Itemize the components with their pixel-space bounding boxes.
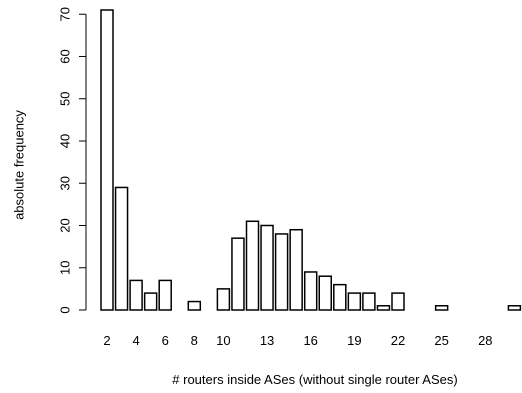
bar-14: [274, 233, 289, 311]
bar-10: [216, 288, 231, 311]
bar-20: [362, 292, 376, 311]
x-tick-label-19: 19: [347, 333, 361, 348]
bar-11: [231, 237, 245, 311]
bar-21: [376, 305, 391, 311]
y-tick-label-60: 60: [57, 49, 72, 63]
bar-5: [143, 292, 158, 311]
bar-13: [260, 224, 274, 311]
y-tick-label-10: 10: [57, 261, 72, 275]
bar-18: [333, 283, 347, 311]
x-tick-label-16: 16: [303, 333, 317, 348]
x-tick-label-2: 2: [103, 333, 110, 348]
y-axis: 0 10 20 30 40 50 60 70: [57, 7, 87, 314]
x-tick-label-10: 10: [216, 333, 230, 348]
bar-8: [187, 300, 202, 311]
bar-6: [158, 279, 172, 311]
x-tick-label-13: 13: [260, 333, 274, 348]
x-tick-label-6: 6: [162, 333, 169, 348]
y-tick-label-30: 30: [57, 176, 72, 190]
bar-15: [289, 228, 303, 311]
bars-group: [100, 9, 522, 311]
bar-30: [507, 305, 522, 311]
bar-16: [303, 271, 318, 311]
bar-4: [129, 279, 143, 311]
y-tick-label-40: 40: [57, 134, 72, 148]
x-tick-label-8: 8: [191, 333, 198, 348]
y-tick-label-20: 20: [57, 218, 72, 232]
x-tick-label-4: 4: [132, 333, 139, 348]
y-tick-label-70: 70: [57, 7, 72, 21]
bar-25: [434, 305, 449, 311]
bar-3: [114, 186, 129, 311]
x-tick-label-28: 28: [478, 333, 492, 348]
bar-2: [100, 9, 114, 311]
x-tick-label-25: 25: [434, 333, 448, 348]
bar-17: [318, 275, 332, 311]
bar-22: [391, 292, 405, 311]
x-axis-label: # routers inside ASes (without single ro…: [172, 372, 457, 387]
y-tick-label-0: 0: [57, 306, 72, 313]
bar-12: [245, 220, 260, 311]
x-tick-label-22: 22: [391, 333, 405, 348]
bar-19: [347, 292, 362, 311]
x-axis-ticks: 2 4 6 8 10 13 16 19 22 25 28: [103, 333, 492, 348]
y-axis-label: absolute frequency: [11, 110, 26, 220]
y-tick-label-50: 50: [57, 91, 72, 105]
